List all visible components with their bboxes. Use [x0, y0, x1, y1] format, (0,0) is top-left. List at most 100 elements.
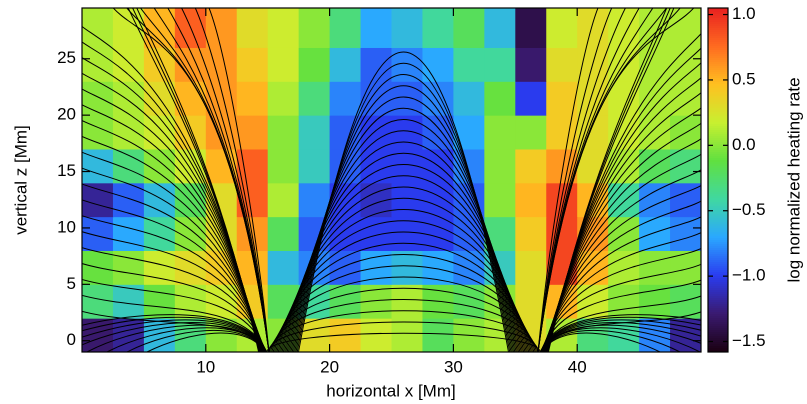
colorbar-swatch — [708, 66, 728, 69]
colorbar-swatch — [708, 272, 728, 275]
heatmap-cell — [515, 284, 547, 319]
colorbar-swatch — [708, 36, 728, 39]
heatmap-cell — [82, 216, 114, 251]
colorbar-swatch — [708, 282, 728, 285]
colorbar-swatch — [708, 172, 728, 175]
heatmap-cell — [453, 284, 485, 319]
field-line — [194, 8, 270, 352]
colorbar-swatch — [708, 120, 728, 123]
field-line — [82, 199, 265, 352]
colorbar-swatch — [708, 106, 728, 109]
heatmap-cell — [360, 47, 392, 82]
colorbar-swatch — [708, 224, 728, 227]
field-line — [82, 319, 266, 352]
heatmap-cell — [515, 148, 547, 184]
colorbar-swatch — [708, 70, 728, 73]
colorbar-swatch — [708, 216, 728, 219]
colorbar-swatch — [708, 294, 728, 297]
colorbar-swatch — [708, 276, 728, 279]
field-line — [547, 8, 668, 352]
heatmap-cell — [484, 8, 516, 48]
colorbar-swatch — [708, 330, 728, 333]
colorbar-swatch — [708, 328, 728, 331]
heatmap-cell — [484, 148, 516, 184]
colorbar-swatch — [708, 278, 728, 281]
colorbar-swatch — [708, 314, 728, 317]
colorbar-swatch — [708, 92, 728, 95]
field-line — [542, 200, 701, 352]
colorbar-tick-label: 0.5 — [732, 69, 756, 88]
heatmap-cell — [515, 216, 547, 251]
heatmap-cell — [236, 8, 269, 48]
colorbar-swatch — [708, 288, 728, 291]
heatmap-cell — [267, 250, 300, 285]
field-line — [541, 216, 701, 352]
colorbar-swatch — [708, 200, 728, 203]
y-tick-label: 0 — [67, 330, 76, 349]
colorbar-swatch — [708, 112, 728, 115]
colorbar-tick-label: −0.5 — [732, 200, 766, 219]
colorbar-swatch — [708, 30, 728, 33]
colorbar-swatch — [708, 312, 728, 315]
heatmap-cell — [577, 115, 609, 150]
heatmap-cell — [82, 182, 114, 218]
heatmap-cell — [298, 81, 331, 116]
heatmap-cell — [484, 182, 516, 218]
heatmap-cell — [391, 8, 423, 48]
colorbar-swatch — [708, 226, 728, 229]
heatmap-cell — [608, 250, 640, 285]
colorbar-swatch — [708, 254, 728, 257]
field-line — [298, 51, 509, 352]
colorbar-swatch — [708, 268, 728, 271]
heatmap-cell — [484, 47, 516, 82]
colorbar-swatch — [708, 334, 728, 337]
field-line — [544, 122, 701, 352]
heatmap-cell — [391, 284, 423, 319]
colorbar-swatch — [708, 64, 728, 67]
colorbar-swatch — [708, 104, 728, 107]
colorbar-swatch — [708, 170, 728, 173]
colorbar-swatch — [708, 34, 728, 37]
colorbar-swatch — [708, 164, 728, 167]
field-line — [82, 88, 262, 352]
colorbar-swatch — [708, 126, 728, 129]
colorbar-frame — [707, 7, 729, 353]
colorbar-swatch — [708, 342, 728, 345]
colorbar-swatch — [708, 28, 728, 31]
heatmap-cell — [298, 47, 331, 82]
colorbar-swatch — [708, 54, 728, 57]
colorbar-swatch — [708, 332, 728, 335]
colorbar-swatch — [708, 212, 728, 215]
heatmap-cell — [82, 284, 114, 319]
field-line — [82, 247, 266, 352]
colorbar-swatch — [708, 118, 728, 121]
field-line — [126, 329, 266, 352]
heatmap-cell — [112, 148, 145, 184]
field-line — [82, 215, 266, 352]
colorbar-swatch — [708, 176, 728, 179]
heatmap-cell — [608, 284, 640, 319]
colorbar-swatch — [708, 270, 728, 273]
field-line — [82, 72, 262, 352]
colorbar-swatch — [708, 14, 728, 17]
field-line — [208, 8, 270, 352]
colorbar-swatch — [708, 76, 728, 79]
field-line — [82, 167, 264, 352]
colorbar-swatch — [708, 10, 728, 13]
colorbar-swatch — [708, 232, 728, 235]
x-tick-label: 30 — [444, 357, 463, 376]
heatmap-cell — [546, 47, 578, 82]
colorbar-swatch — [708, 72, 728, 75]
colorbar-swatch — [708, 16, 728, 19]
heatmap-cell — [174, 284, 207, 319]
colorbar-swatch — [708, 116, 728, 119]
colorbar-swatch — [708, 148, 728, 151]
colorbar-swatch — [708, 124, 728, 127]
heatmap-cell — [112, 81, 145, 116]
field-line — [146, 332, 266, 352]
colorbar-swatch — [708, 298, 728, 301]
colorbar-swatch — [708, 98, 728, 101]
heatmap-cell — [143, 182, 176, 218]
field-line — [82, 322, 266, 352]
